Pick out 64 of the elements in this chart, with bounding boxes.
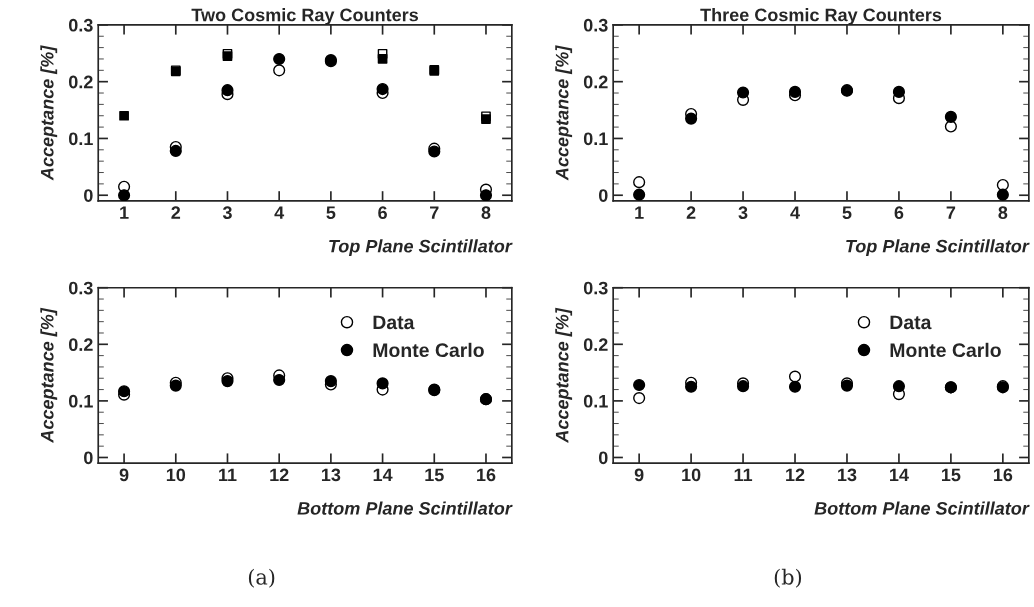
y-tick-label: 0.3: [68, 281, 93, 295]
y-tick-label: 0.2: [583, 338, 608, 352]
x-tick-label: 6: [894, 206, 904, 220]
x-tick-label: 13: [838, 468, 857, 482]
x-tick-label: 10: [682, 468, 701, 482]
x-tick-label: 16: [993, 468, 1013, 482]
y-tick-label: 0.2: [68, 338, 93, 352]
x-axis-title: Bottom Plane Scintillator: [297, 501, 513, 515]
x-tick-label: 1: [120, 206, 129, 219]
x-tick-label: 10: [166, 468, 186, 482]
y-tick-label: 0: [84, 451, 93, 465]
x-tick-label: 14: [890, 468, 909, 482]
y-tick-label: 0.3: [583, 18, 608, 32]
x-tick-label: 2: [171, 206, 181, 219]
y-axis-title: Acceptance [%]: [555, 307, 573, 444]
x-tick-label: 14: [373, 468, 393, 482]
x-tick-label: 5: [842, 206, 852, 220]
y-tick-label: 0.1: [68, 394, 93, 408]
x-tick-label: 1: [635, 206, 644, 219]
x-tick-label: 15: [941, 468, 961, 482]
x-tick-label: 3: [222, 206, 232, 220]
chart-title: Three Cosmic Ray Counters: [700, 8, 942, 25]
x-tick-label: 13: [321, 468, 341, 482]
x-tick-label: 11: [734, 468, 753, 482]
x-tick-label: 4: [274, 206, 285, 219]
x-tick-label: 9: [119, 468, 129, 482]
x-tick-label: 12: [270, 468, 289, 482]
x-tick-label: 9: [634, 468, 644, 482]
y-tick-label: 0.2: [68, 75, 93, 89]
x-tick-label: 12: [786, 468, 805, 482]
y-tick-label: 0.1: [68, 132, 93, 146]
y-tick-label: 0.2: [583, 75, 608, 89]
x-tick-label: 8: [998, 206, 1008, 220]
y-tick-label: 0: [598, 451, 608, 465]
x-tick-label: 3: [738, 206, 748, 220]
x-tick-label: 2: [686, 206, 696, 219]
legend-label: Monte Carlo: [890, 342, 1001, 358]
y-tick-label: 0: [84, 189, 93, 202]
x-tick-label: 11: [219, 468, 237, 482]
x-tick-label: 15: [425, 468, 444, 482]
legend-label: Data: [373, 315, 415, 330]
y-axis-title: Acceptance [%]: [40, 45, 58, 181]
y-axis-title: Acceptance [%]: [555, 45, 573, 181]
x-tick-label: 16: [477, 468, 496, 482]
y-tick-label: 0: [598, 189, 608, 202]
legend-label: Data: [890, 315, 932, 330]
x-tick-label: 7: [946, 206, 956, 219]
x-axis-title: Top Plane Scintillator: [329, 239, 513, 257]
x-tick-label: 6: [378, 206, 387, 220]
chart-title: Two Cosmic Ray Counters: [191, 8, 418, 25]
text: (b): [774, 568, 802, 588]
x-tick-label: 4: [790, 206, 800, 219]
text: (a): [248, 568, 275, 588]
y-axis-title: Acceptance [%]: [40, 307, 58, 444]
legend-label: Monte Carlo: [373, 342, 484, 358]
x-tick-label: 7: [430, 206, 439, 219]
x-axis-title: Top Plane Scintillator: [846, 239, 1030, 257]
y-tick-label: 0.1: [583, 132, 608, 146]
y-tick-label: 0.3: [68, 18, 93, 32]
x-tick-label: 8: [481, 206, 491, 220]
x-tick-label: 5: [326, 206, 336, 220]
y-tick-label: 0.1: [583, 394, 608, 408]
y-tick-label: 0.3: [583, 281, 608, 295]
x-axis-title: Bottom Plane Scintillator: [814, 501, 1030, 515]
